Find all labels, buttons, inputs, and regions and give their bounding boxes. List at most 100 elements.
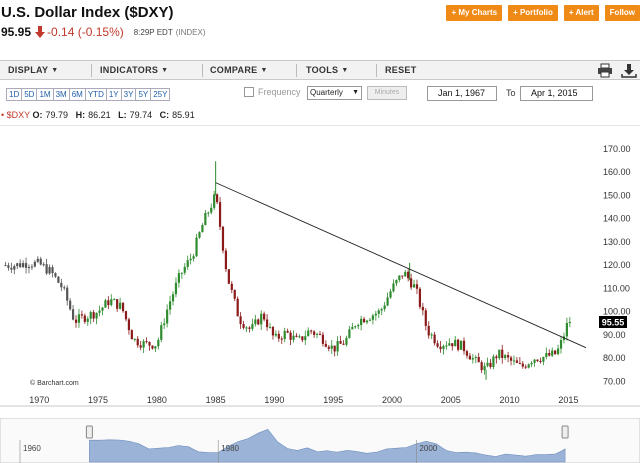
candle-body bbox=[19, 263, 22, 268]
y-tick-label: 100.00 bbox=[603, 307, 631, 317]
candle-body bbox=[127, 319, 131, 331]
x-tick-label: 1970 bbox=[29, 395, 49, 405]
alert-button[interactable]: + Alert bbox=[563, 5, 599, 21]
price-chart[interactable]: 70.00 80.00 90.00 100.00 110.00 120.00 130.00 1… bbox=[0, 125, 640, 410]
toolbar-divider bbox=[296, 64, 297, 77]
last-price-label: 95.55 bbox=[602, 317, 625, 327]
reset-button[interactable]: RESET bbox=[385, 65, 417, 75]
range-navigator[interactable]: 1960 1980 2000 bbox=[0, 418, 640, 463]
x-tick-label: 2000 bbox=[382, 395, 402, 405]
candle-body bbox=[401, 275, 404, 277]
candle-body bbox=[360, 318, 363, 326]
candle-body bbox=[180, 272, 183, 274]
period-5d-button[interactable]: 5D bbox=[21, 88, 38, 101]
printer-icon[interactable] bbox=[597, 63, 613, 78]
period-1m-button[interactable]: 1M bbox=[36, 88, 54, 101]
candle-body bbox=[407, 271, 410, 279]
candle-body bbox=[77, 314, 81, 323]
frequency-toggle: Frequency bbox=[244, 87, 301, 97]
candle-body bbox=[351, 326, 354, 330]
candle-body bbox=[66, 287, 69, 301]
compare-menu[interactable]: COMPARE ▼ bbox=[210, 61, 268, 79]
frequency-select[interactable]: Quarterly ▼ bbox=[307, 86, 362, 100]
candle-body bbox=[315, 333, 319, 335]
frequency-checkbox[interactable] bbox=[244, 87, 254, 97]
candle-body bbox=[339, 341, 342, 344]
candle-body bbox=[336, 341, 339, 352]
frequency-value: Quarterly bbox=[310, 88, 343, 97]
candle-body bbox=[554, 350, 557, 355]
candle-body bbox=[439, 346, 442, 350]
candle-body bbox=[348, 329, 351, 338]
candle-body bbox=[292, 335, 295, 340]
candle-body bbox=[4, 265, 7, 267]
candle-body bbox=[157, 339, 160, 347]
display-menu[interactable]: DISPLAY ▼ bbox=[8, 61, 59, 79]
candle-body bbox=[113, 299, 116, 301]
period-ytd-button[interactable]: YTD bbox=[84, 88, 107, 101]
candle-body bbox=[495, 356, 498, 359]
candle-body bbox=[260, 313, 263, 325]
candle-body bbox=[198, 232, 201, 238]
period-25y-button[interactable]: 25Y bbox=[150, 88, 171, 101]
candle-body bbox=[71, 309, 75, 320]
tools-menu[interactable]: TOOLS ▼ bbox=[306, 61, 349, 79]
candle-body bbox=[186, 260, 189, 267]
candle-body bbox=[221, 226, 225, 251]
indicators-menu[interactable]: INDICATORS ▼ bbox=[100, 61, 168, 79]
portfolio-button[interactable]: + Portfolio bbox=[508, 5, 558, 21]
arrow-down-icon bbox=[35, 26, 46, 38]
candle-body bbox=[48, 267, 51, 274]
display-label: DISPLAY bbox=[8, 65, 49, 75]
x-tick-label: 1975 bbox=[88, 395, 108, 405]
candle-body bbox=[163, 323, 166, 326]
candle-body bbox=[80, 314, 83, 316]
candle-body bbox=[89, 312, 92, 319]
tools-label: TOOLS bbox=[306, 65, 339, 75]
my-charts-button[interactable]: + My Charts bbox=[446, 5, 503, 21]
candle-body bbox=[421, 306, 424, 311]
candle-body bbox=[545, 352, 548, 358]
candle-body bbox=[489, 362, 492, 368]
candle-body bbox=[57, 276, 60, 283]
candle-body bbox=[201, 225, 204, 233]
exchange-label: (INDEX) bbox=[175, 27, 206, 37]
candle-body bbox=[533, 359, 536, 363]
x-tick-label: 2015 bbox=[558, 395, 578, 405]
period-1d-button[interactable]: 1D bbox=[6, 88, 23, 101]
frequency-label: Frequency bbox=[258, 87, 301, 97]
candle-body bbox=[313, 331, 316, 335]
candle-body bbox=[248, 327, 251, 329]
end-date-input[interactable]: Apr 1, 2015 bbox=[520, 86, 593, 101]
navigator-right-handle[interactable] bbox=[561, 425, 569, 439]
navigator-label: 1980 bbox=[221, 444, 239, 453]
candle-body bbox=[468, 355, 471, 360]
candle-body bbox=[386, 297, 389, 306]
download-icon[interactable] bbox=[621, 63, 637, 78]
period-3y-button[interactable]: 3Y bbox=[120, 88, 137, 101]
period-5y-button[interactable]: 5Y bbox=[135, 88, 152, 101]
start-date-input[interactable]: Jan 1, 1967 bbox=[427, 86, 497, 101]
candle-body bbox=[415, 284, 419, 289]
ohlc-high: 86.21 bbox=[88, 110, 111, 120]
period-3m-button[interactable]: 3M bbox=[52, 88, 70, 101]
follow-button[interactable]: Follow bbox=[604, 5, 640, 21]
candle-body bbox=[310, 330, 313, 332]
candle-body bbox=[418, 288, 422, 307]
ohlc-open: 79.79 bbox=[45, 110, 69, 120]
candle-body bbox=[92, 312, 95, 319]
candle-body bbox=[436, 343, 439, 347]
period-6m-button[interactable]: 6M bbox=[68, 88, 86, 101]
trendline[interactable] bbox=[215, 182, 587, 349]
caret-down-icon: ▼ bbox=[260, 67, 268, 74]
candle-body bbox=[207, 212, 210, 214]
candle-body bbox=[236, 298, 239, 317]
candle-body bbox=[124, 311, 128, 320]
navigator-left-handle[interactable] bbox=[85, 425, 93, 439]
y-tick-label: 90.00 bbox=[603, 330, 626, 340]
candle-body bbox=[477, 356, 480, 363]
candle-body bbox=[318, 333, 322, 335]
period-1y-button[interactable]: 1Y bbox=[105, 88, 122, 101]
caret-down-icon: ▼ bbox=[51, 67, 59, 74]
candle-body bbox=[289, 332, 292, 340]
